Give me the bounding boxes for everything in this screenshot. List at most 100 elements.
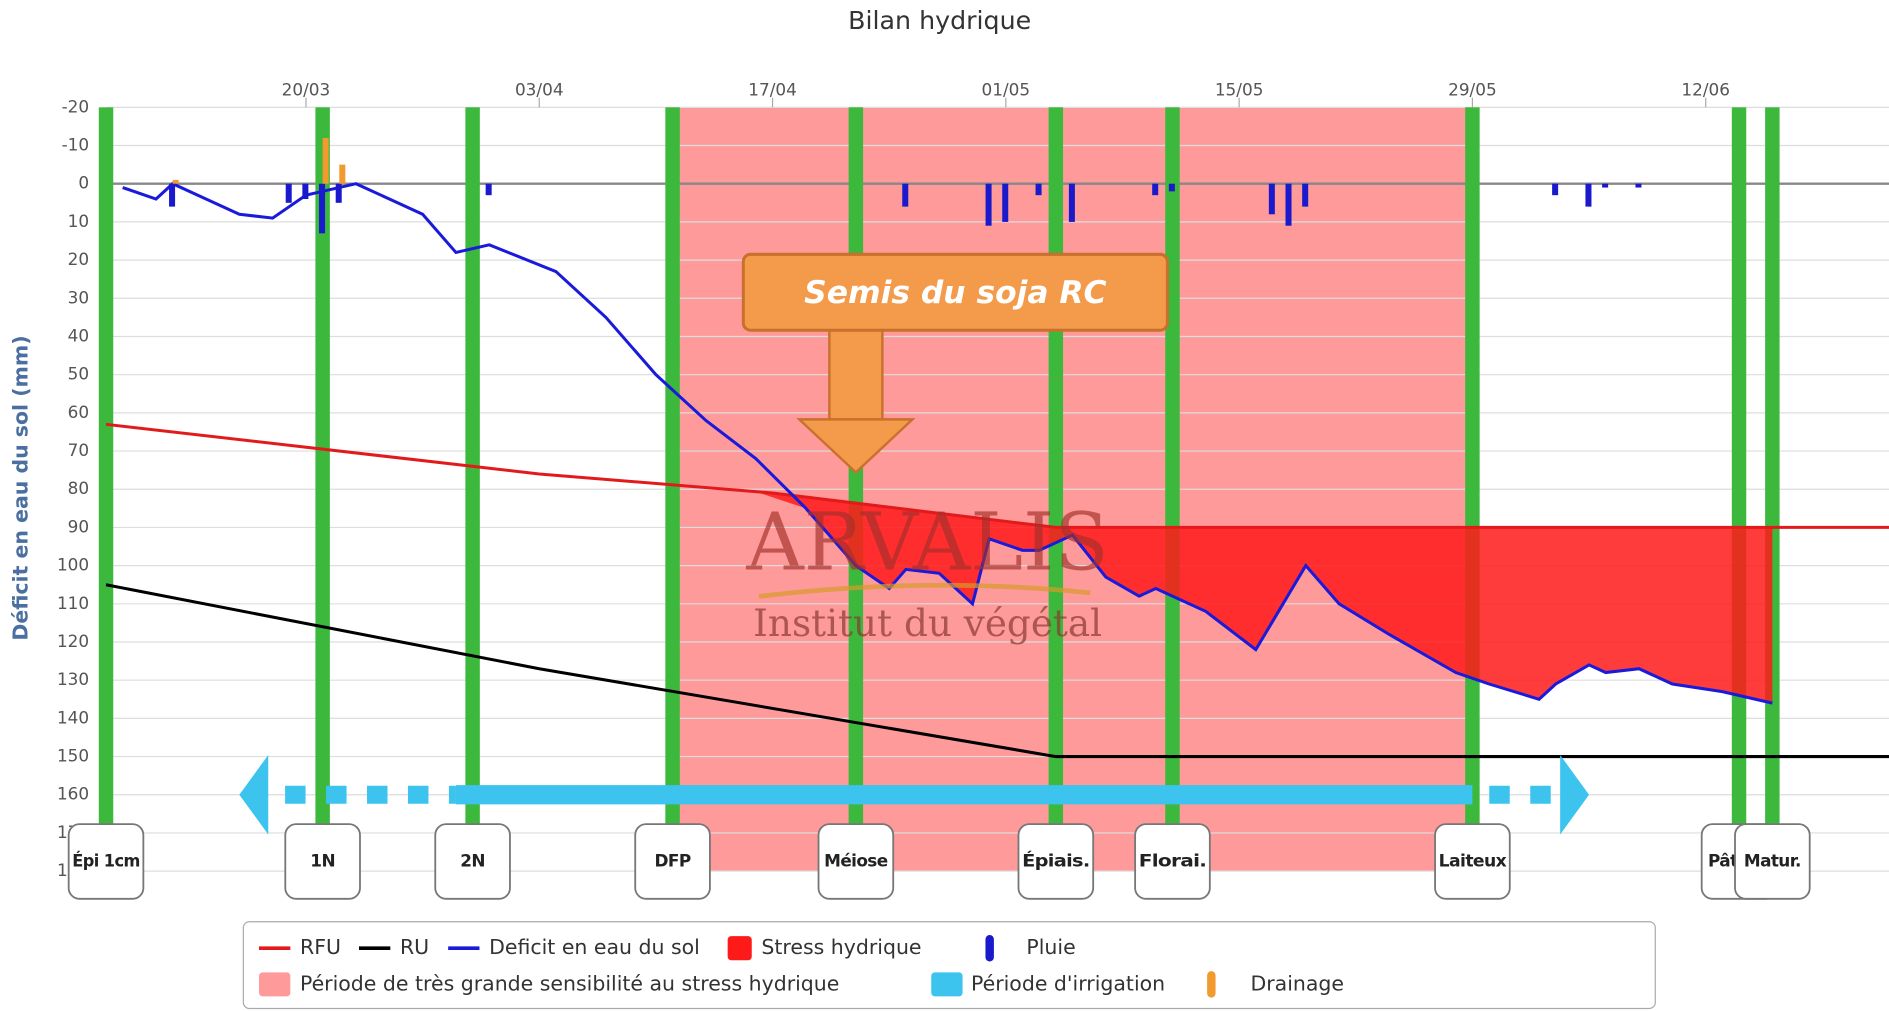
stage-marker: Méiose — [817, 823, 895, 900]
annotation-text: Semis du soja RC — [804, 275, 1106, 311]
rain-bar — [985, 183, 992, 226]
y-tick-label: 160 — [57, 784, 89, 804]
legend-swatch — [259, 972, 291, 997]
stage-marker: 2N — [434, 823, 511, 900]
annotation-shaft — [828, 326, 884, 423]
line-2 — [122, 181, 1773, 705]
stage-bar — [1165, 107, 1180, 844]
x-tick-label: 20/03 — [282, 79, 331, 99]
stage-label: 2N — [460, 850, 485, 870]
stage-bar — [1465, 107, 1480, 844]
legend-label: Drainage — [1250, 971, 1344, 995]
stage-bar — [1765, 107, 1780, 844]
annotation-box — [741, 252, 1169, 332]
y-tick-label: 30 — [68, 287, 89, 307]
x-tick-label: 01/05 — [982, 79, 1031, 99]
x-tick-label: 12/06 — [1681, 79, 1730, 99]
x-tick-label: 17/04 — [748, 79, 797, 99]
legend-label: Pluie — [1026, 935, 1075, 959]
data — [105, 137, 1889, 835]
legend-swatch — [985, 934, 994, 962]
rain-bar — [1302, 183, 1309, 207]
rain-bar — [485, 183, 492, 196]
rain-bar — [1585, 183, 1592, 207]
rain-bar — [1002, 183, 1009, 222]
rain-bar — [302, 183, 309, 199]
y-tick-label: 90 — [68, 516, 89, 536]
rain-bar — [1068, 183, 1075, 222]
legend-label: Période de très grande sensibilité au st… — [300, 971, 839, 995]
y-tick-label: 70 — [68, 440, 89, 460]
stage-box — [1434, 823, 1511, 900]
stage-label: Matur. — [1744, 850, 1801, 870]
stage-bar — [1731, 107, 1747, 844]
stage-label: Méiose — [824, 850, 888, 870]
rain-bar — [1035, 183, 1042, 196]
stage-label: 1N — [310, 850, 335, 870]
legend-label: RU — [400, 935, 429, 959]
stage-label: Épi 1cm — [72, 849, 139, 870]
rain-bar — [169, 183, 176, 207]
legend-label: Stress hydrique — [761, 935, 921, 959]
y-tick-label: 20 — [68, 249, 89, 269]
rain-bar — [319, 183, 326, 234]
legend-swatch — [931, 972, 963, 997]
y-tick-label: 100 — [57, 555, 89, 575]
rain-bar — [1168, 183, 1175, 192]
legend-swatch — [1207, 971, 1216, 998]
stage-bar — [848, 107, 864, 844]
overlay: ARVALIS Institut du végétal Épi 1cm 1N 2N DFP… — [67, 252, 1811, 900]
drainage-bar — [172, 179, 179, 184]
stage-label: DFP — [655, 850, 691, 870]
y-tick-label: 60 — [68, 402, 89, 422]
y-tick-label: -10 — [62, 135, 90, 155]
stage-label: Florai. — [1139, 850, 1206, 870]
stage-marker: Florai. — [1134, 823, 1211, 900]
stage-box — [434, 823, 511, 900]
stage-box — [634, 823, 711, 900]
y-tick-label: 120 — [57, 631, 89, 651]
y-tick-label: 110 — [57, 593, 89, 613]
y-tick-label: 130 — [57, 669, 89, 689]
stage-bar — [665, 107, 680, 844]
y-tick-label: 50 — [68, 364, 89, 384]
rain-bar — [1285, 183, 1292, 226]
legend-label: RFU — [300, 935, 341, 959]
stage-marker: Laiteux — [1434, 823, 1511, 900]
rain-bar — [285, 183, 292, 203]
y-tick-label: 40 — [68, 325, 89, 345]
annotation-head — [796, 418, 916, 475]
stage-box — [1134, 823, 1211, 900]
stage-box — [67, 823, 145, 900]
rain-bar — [1268, 183, 1275, 215]
stage-label: Épiais. — [1022, 849, 1089, 870]
rain-bar — [1152, 183, 1159, 196]
stage-marker: Épiais. — [1017, 823, 1095, 900]
irrigation-arrow-left — [239, 754, 269, 835]
legend-label: Deficit en eau du sol — [489, 935, 700, 959]
stage-marker: Épi 1cm — [67, 823, 145, 900]
rain-bar — [335, 183, 342, 203]
drainage-bar — [322, 137, 329, 184]
irrigation-solid — [455, 785, 1473, 805]
stage-bar — [98, 107, 114, 844]
rain-bar — [1635, 183, 1642, 188]
x-tick-label: 15/05 — [1215, 79, 1264, 99]
stage-box — [1734, 823, 1811, 900]
chart-title: Bilan hydrique — [848, 6, 1031, 35]
watermark-subtitle: Institut du végétal — [753, 601, 1102, 645]
y-tick-label: 10 — [68, 211, 89, 231]
irrigation-arrow-right — [1560, 754, 1590, 835]
y-tick-label: 150 — [57, 746, 89, 766]
legend-swatch — [727, 936, 752, 961]
legend: RFU RU Deficit en eau du sol Stress hydriqu… — [242, 921, 1656, 1010]
y-axis-label: Déficit en eau du sol (mm) — [9, 335, 33, 640]
x-tick-label: 03/04 — [515, 79, 564, 99]
stage-bar — [1048, 107, 1064, 844]
stage-bar — [465, 107, 480, 844]
watermark-swoosh — [758, 582, 1091, 599]
y-tick-label: 140 — [57, 707, 89, 727]
line-0 — [105, 422, 1889, 529]
stage-marker: DFP — [634, 823, 711, 900]
